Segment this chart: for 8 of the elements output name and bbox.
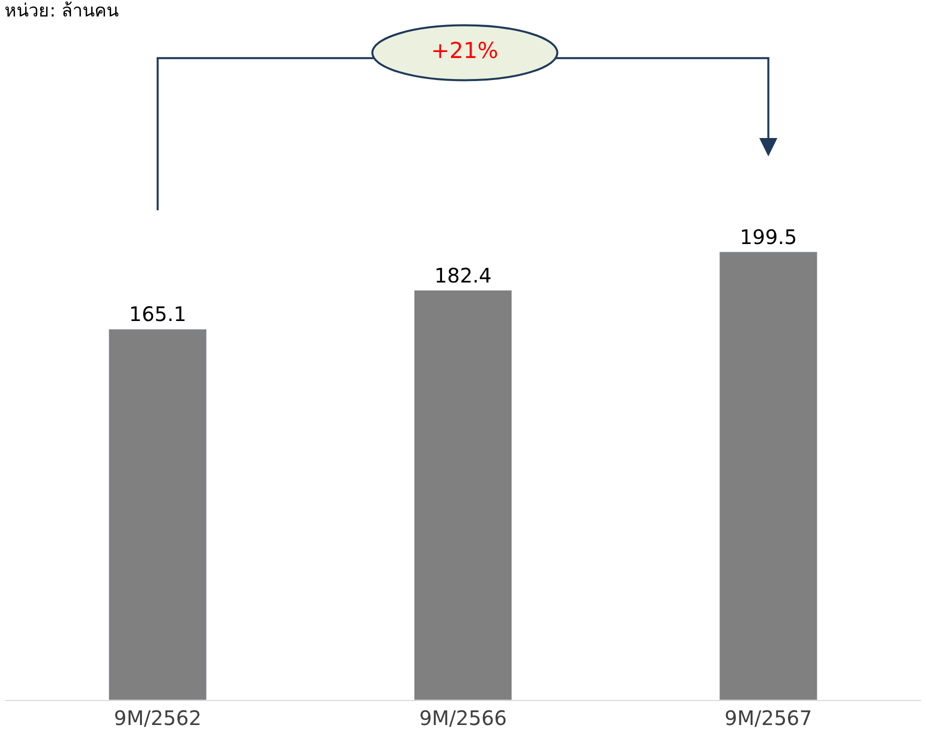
- text: +21%: [431, 39, 498, 64]
- chart-title: หน่วย: ล้านคน: [4, 0, 118, 22]
- x-tick-label: 9M/2562: [114, 706, 202, 730]
- data-label: 199.5: [740, 224, 797, 249]
- data-label: 165.1: [129, 302, 186, 326]
- data-label: 182.4: [434, 263, 492, 288]
- x-tick-label: 9M/2566: [419, 706, 507, 730]
- x-tick-label: 9M/2567: [724, 706, 812, 730]
